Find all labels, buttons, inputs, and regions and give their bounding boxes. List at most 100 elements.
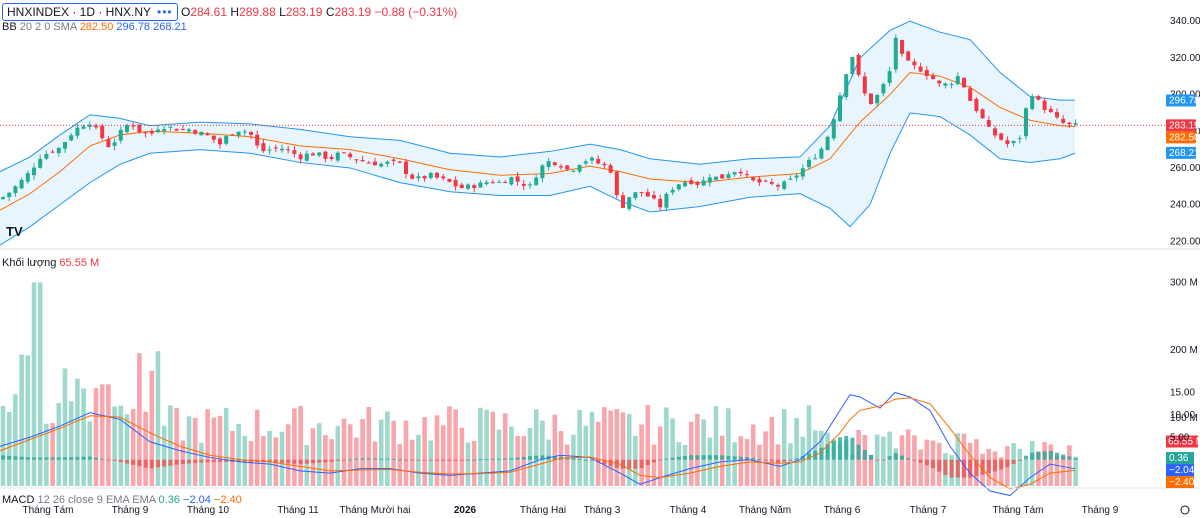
candle[interactable]	[608, 163, 613, 174]
candle[interactable]	[69, 133, 74, 142]
candle[interactable]	[869, 93, 873, 105]
volume-bar[interactable]	[254, 409, 260, 486]
candle[interactable]	[1030, 93, 1035, 111]
volume-bar[interactable]	[781, 409, 787, 486]
macd-hist-bar[interactable]	[788, 459, 793, 461]
volume-bar[interactable]	[335, 425, 341, 486]
macd-hist-bar[interactable]	[323, 459, 328, 463]
macd-hist-bar[interactable]	[534, 455, 539, 460]
candle[interactable]	[583, 159, 588, 166]
macd-hist-bar[interactable]	[379, 458, 384, 460]
candle[interactable]	[577, 164, 582, 174]
macd-hist-bar[interactable]	[366, 458, 371, 460]
macd-hist-bar[interactable]	[503, 458, 508, 460]
candle[interactable]	[707, 174, 712, 187]
macd-hist-bar[interactable]	[236, 459, 241, 462]
candle[interactable]	[193, 129, 198, 136]
macd-panel[interactable]	[0, 391, 1078, 497]
volume-bar[interactable]	[137, 353, 142, 486]
volume-bar[interactable]	[546, 439, 551, 486]
candle[interactable]	[918, 62, 923, 73]
volume-bar[interactable]	[868, 455, 874, 486]
macd-hist-bar[interactable]	[881, 459, 886, 461]
macd-hist-bar[interactable]	[664, 458, 669, 460]
volume-bar[interactable]	[490, 411, 496, 486]
volume-bar[interactable]	[1017, 448, 1023, 486]
volume-bar[interactable]	[893, 448, 899, 486]
candle[interactable]	[317, 152, 322, 158]
volume-bar[interactable]	[496, 429, 502, 486]
candle[interactable]	[757, 176, 762, 187]
macd-hist-bar[interactable]	[1017, 459, 1022, 461]
volume-bar[interactable]	[75, 378, 80, 486]
candle[interactable]	[800, 164, 805, 180]
volume-bar[interactable]	[589, 411, 595, 486]
volume-bar[interactable]	[161, 425, 167, 486]
candle[interactable]	[955, 72, 960, 86]
candle[interactable]	[453, 176, 458, 191]
macd-hist-bar[interactable]	[1061, 454, 1066, 460]
candle[interactable]	[769, 178, 774, 186]
macd-hist-bar[interactable]	[1036, 452, 1041, 460]
macd-hist-bar[interactable]	[639, 459, 644, 468]
macd-hist-bar[interactable]	[825, 444, 830, 460]
candle[interactable]	[81, 124, 86, 130]
candle[interactable]	[807, 156, 811, 170]
macd-hist-bar[interactable]	[931, 459, 935, 469]
volume-bar[interactable]	[521, 436, 527, 486]
volume-bar[interactable]	[701, 419, 706, 486]
volume-bar[interactable]	[1048, 444, 1054, 486]
volume-bar[interactable]	[465, 442, 471, 486]
macd-hist-bar[interactable]	[441, 459, 446, 461]
candle[interactable]	[1048, 105, 1053, 113]
candle[interactable]	[44, 150, 49, 160]
candle[interactable]	[441, 174, 446, 181]
macd-hist-bar[interactable]	[149, 459, 154, 469]
macd-hist-bar[interactable]	[751, 458, 756, 460]
macd-hist-bar[interactable]	[949, 459, 954, 478]
macd-hist-bar[interactable]	[180, 459, 185, 464]
volume-bar[interactable]	[806, 405, 812, 486]
candle[interactable]	[143, 131, 148, 138]
volume-bar[interactable]	[608, 410, 613, 486]
volume-bar[interactable]	[205, 409, 210, 486]
candle[interactable]	[100, 123, 105, 141]
macd-hist-bar[interactable]	[1042, 451, 1047, 460]
macd-hist-bar[interactable]	[838, 437, 842, 460]
candle[interactable]	[670, 187, 675, 196]
volume-bar[interactable]	[670, 418, 675, 486]
volume-panel[interactable]	[0, 282, 1078, 486]
macd-hist-bar[interactable]	[19, 456, 24, 460]
macd-hist-bar[interactable]	[515, 457, 520, 460]
macd-hist-bar[interactable]	[1011, 459, 1016, 464]
macd-hist-bar[interactable]	[453, 459, 458, 461]
volume-bar[interactable]	[1073, 456, 1078, 486]
candle[interactable]	[236, 131, 241, 139]
candle[interactable]	[993, 125, 997, 139]
macd-hist-bar[interactable]	[267, 459, 272, 462]
volume-legend[interactable]: Khối lượng 65.55 M	[2, 257, 99, 269]
macd-hist-bar[interactable]	[174, 459, 179, 465]
candle[interactable]	[342, 151, 346, 154]
candle[interactable]	[304, 150, 309, 162]
candle[interactable]	[286, 145, 291, 154]
volume-bar[interactable]	[800, 436, 806, 486]
volume-bar[interactable]	[186, 416, 192, 486]
macd-hist-bar[interactable]	[528, 456, 532, 460]
macd-hist-bar[interactable]	[478, 459, 483, 461]
volume-bar[interactable]	[223, 407, 229, 486]
volume-bar[interactable]	[1011, 443, 1016, 486]
macd-hist-bar[interactable]	[193, 459, 198, 464]
candle[interactable]	[509, 176, 514, 186]
candle[interactable]	[776, 183, 780, 191]
macd-hist-bar[interactable]	[211, 459, 216, 462]
candle[interactable]	[32, 163, 36, 180]
candle[interactable]	[614, 170, 619, 199]
candle[interactable]	[831, 117, 836, 141]
candle[interactable]	[249, 131, 253, 139]
macd-hist-bar[interactable]	[968, 459, 973, 478]
candle[interactable]	[856, 53, 861, 78]
macd-hist-bar[interactable]	[168, 459, 173, 466]
volume-bar[interactable]	[955, 433, 961, 486]
candle[interactable]	[962, 77, 966, 89]
